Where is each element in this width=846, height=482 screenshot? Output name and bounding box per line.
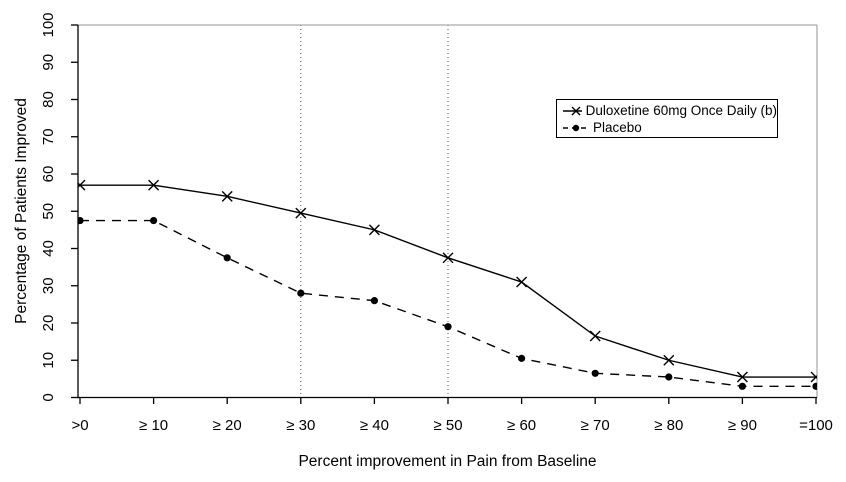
- series-duloxetine: [78, 179, 817, 383]
- dot-marker: [591, 369, 599, 377]
- legend-label-placebo: Placebo: [593, 120, 642, 135]
- x-tick-label: ≥ 20: [213, 417, 242, 434]
- legend-item-placebo: Placebo: [563, 119, 777, 136]
- dot-marker: [78, 216, 84, 225]
- x-tick-label: ≥ 80: [654, 417, 683, 434]
- y-tick-label: 60: [40, 166, 57, 183]
- x-tick-label: ≥ 30: [286, 417, 315, 434]
- x-marker: [148, 179, 160, 191]
- x-marker: [736, 371, 748, 383]
- x-marker: [663, 354, 675, 366]
- x-marker: [295, 207, 307, 219]
- x-tick-label: ≥ 70: [581, 417, 610, 434]
- x-marker: [589, 330, 601, 342]
- y-tick-label: 20: [40, 315, 57, 332]
- legend-item-duloxetine: Duloxetine 60mg Once Daily (b): [563, 102, 777, 119]
- y-axis-title: Percentage of Patients Improved: [13, 98, 30, 324]
- x-tick-label: ≥ 40: [360, 417, 389, 434]
- y-tick-label: 90: [40, 54, 57, 71]
- x-marker: [221, 190, 233, 202]
- dashed-line-dot-marker-icon: [563, 124, 589, 131]
- legend: Duloxetine 60mg Once Daily (b) Placebo: [556, 99, 778, 138]
- dot-marker: [297, 289, 305, 297]
- x-marker: [78, 179, 86, 191]
- x-marker: [516, 276, 528, 288]
- dot-marker: [150, 216, 158, 225]
- dot-marker: [518, 354, 526, 362]
- y-tick-label: 30: [40, 277, 57, 294]
- solid-line-x-marker-icon: [563, 106, 582, 115]
- x-tick-label: ≥ 50: [433, 417, 462, 434]
- x-tick-label: =100: [799, 417, 833, 434]
- y-tick-label: 40: [40, 240, 57, 257]
- series-placebo: [78, 216, 817, 390]
- x-marker: [442, 252, 454, 264]
- dot-marker: [370, 297, 378, 305]
- y-tick-label: 50: [40, 203, 57, 220]
- y-tick-label: 70: [40, 128, 57, 145]
- legend-label-duloxetine: Duloxetine 60mg Once Daily (b): [585, 103, 777, 118]
- y-tick-label: 100: [40, 12, 57, 37]
- x-tick-label: ≥ 60: [507, 417, 536, 434]
- y-tick-label: 0: [40, 393, 57, 401]
- dot-marker: [444, 323, 452, 331]
- dot-marker: [738, 382, 747, 390]
- y-tick-label: 10: [40, 352, 57, 369]
- x-marker: [810, 371, 817, 383]
- dot-marker: [223, 254, 231, 262]
- x-marker: [368, 224, 380, 236]
- x-tick-label: >0: [71, 417, 88, 434]
- dot-marker: [812, 382, 817, 390]
- y-tick-label: 80: [40, 91, 57, 108]
- x-tick-label: ≥ 90: [728, 417, 757, 434]
- x-tick-label: ≥ 10: [139, 417, 168, 434]
- dot-marker: [665, 373, 673, 381]
- x-axis-title: Percent improvement in Pain from Baselin…: [298, 453, 597, 470]
